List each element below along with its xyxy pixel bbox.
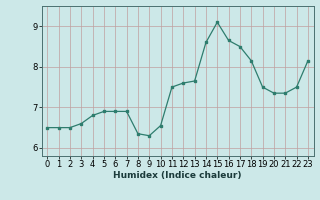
X-axis label: Humidex (Indice chaleur): Humidex (Indice chaleur) [113, 171, 242, 180]
